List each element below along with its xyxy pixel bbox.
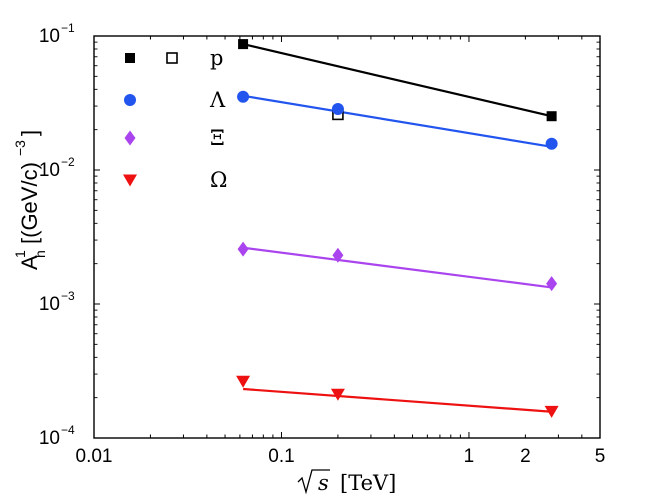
- y-tick-label-base: 10: [39, 428, 60, 449]
- fit-line-2: [242, 246, 552, 289]
- legend-label-3: Ω: [210, 168, 227, 192]
- y-axis-title: A 1 h [(GeV/c) −3 ]: [12, 130, 48, 270]
- y-axis-title-exp: −3: [12, 140, 28, 156]
- y-tick-label-exp: −2: [61, 155, 75, 169]
- x-axis-title-var: s: [318, 471, 329, 495]
- point-1-0: [237, 90, 250, 103]
- fit-line-3: [242, 387, 552, 413]
- y-tick-label-base: 10: [39, 294, 60, 315]
- point-1-2: [545, 137, 558, 150]
- point-0-0: [238, 39, 249, 50]
- y-tick-label-3: 10 −4: [39, 423, 75, 449]
- point-1-1: [331, 103, 344, 116]
- x-axis-title: s [TeV]: [297, 469, 396, 495]
- y-axis-title-sup: 1: [12, 250, 28, 258]
- point-2-2: [546, 276, 558, 292]
- point-3-1: [330, 388, 345, 401]
- legend-marker-2: [124, 130, 136, 146]
- y-tick-label-exp: −1: [61, 21, 75, 35]
- fit-lines: [242, 43, 552, 413]
- y-tick-label-base: 10: [39, 160, 60, 181]
- y-tick-label-0: 10 −1: [39, 21, 75, 47]
- legend-marker-open-0: [166, 52, 178, 64]
- y-axis-title-base: A: [17, 255, 42, 270]
- legend-label-0: p: [210, 46, 223, 70]
- x-tick-label-3: 2: [520, 446, 531, 467]
- legend-marker-1: [124, 94, 136, 106]
- y-axis-title-close: ]: [17, 130, 42, 136]
- x-tick-label-2: 1: [464, 446, 475, 467]
- point-0-1: [546, 111, 557, 122]
- x-axis-title-unit: [TeV]: [340, 471, 396, 495]
- point-3-2: [544, 405, 559, 418]
- y-tick-label-exp: −4: [61, 423, 75, 437]
- sqrt-radical: [297, 469, 330, 495]
- y-axis-title-sub: h: [32, 250, 48, 258]
- y-tick-label-base: 10: [39, 26, 60, 47]
- plot-frame: [93, 35, 601, 439]
- legend-marker-0: [125, 53, 135, 63]
- y-tick-label-1: 10 −2: [39, 155, 75, 181]
- axes: 0.01 0.1 1 2 510−110−210−310−4: [39, 21, 605, 467]
- data-points: [236, 39, 559, 418]
- point-3-0: [236, 375, 251, 388]
- y-tick-label-exp: −3: [61, 289, 75, 303]
- legend-label-1: Λ: [209, 88, 226, 112]
- y-tick-label-2: 10 −3: [39, 289, 75, 315]
- x-tick-label-0: 0.01: [76, 446, 113, 467]
- legend-label-2: Ξ: [210, 126, 225, 150]
- point-2-1: [332, 247, 344, 263]
- legend-marker-3: [123, 174, 137, 187]
- point-2-0: [237, 241, 249, 257]
- fit-line-1: [242, 94, 552, 148]
- x-tick-label-4: 5: [595, 446, 606, 467]
- y-axis-title-unit: [(GeV/c): [17, 162, 42, 244]
- x-tick-label-1: 0.1: [268, 446, 294, 467]
- fit-line-0: [242, 43, 552, 118]
